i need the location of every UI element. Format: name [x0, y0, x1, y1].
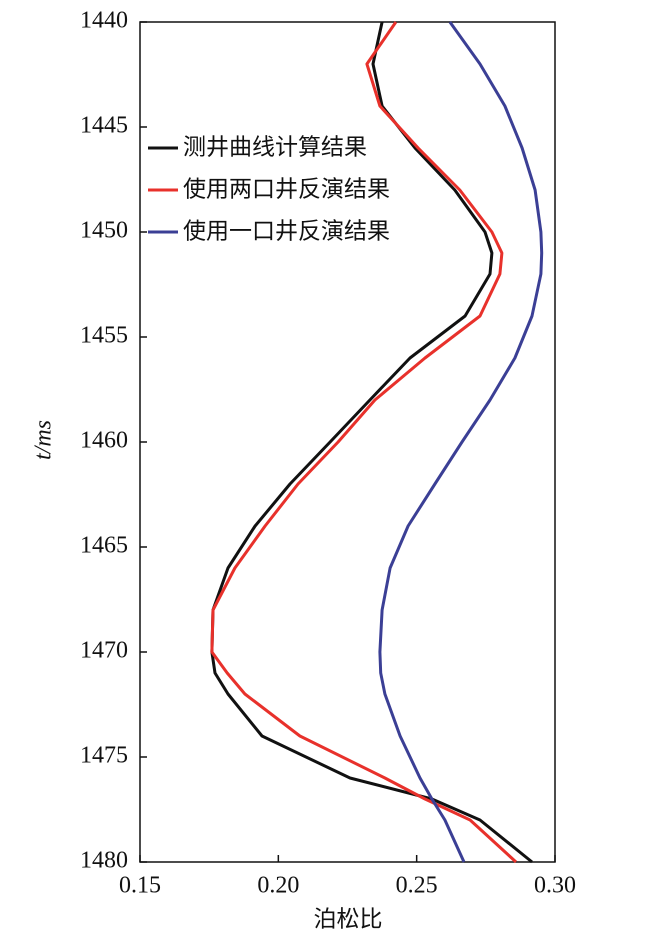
x-tick-label: 0.15: [119, 873, 161, 899]
y-tick-label: 1475: [80, 743, 128, 769]
y-tick-label: 1455: [80, 323, 128, 349]
y-tick-label: 1445: [80, 113, 128, 139]
y-axis-label: t/ms: [31, 420, 57, 460]
series-line: [210, 21, 518, 864]
x-tick-label: 0.20: [257, 873, 299, 899]
y-tick-label: 1470: [80, 638, 128, 664]
legend-label: 使用两口井反演结果: [183, 177, 390, 203]
x-axis-label: 泊松比: [314, 907, 383, 933]
legend-label: 测井曲线计算结果: [183, 135, 367, 161]
y-tick-label: 1465: [80, 533, 128, 559]
y-tick-label: 1450: [80, 218, 128, 244]
series-line: [210, 21, 533, 864]
x-tick-label: 0.30: [534, 873, 576, 899]
y-tick-label: 1460: [80, 428, 128, 454]
y-tick-label: 1440: [80, 8, 128, 34]
legend-label: 使用一口井反演结果: [183, 219, 390, 245]
y-tick-label: 1480: [80, 848, 128, 874]
series-line: [378, 21, 544, 863]
x-tick-label: 0.25: [396, 873, 438, 899]
